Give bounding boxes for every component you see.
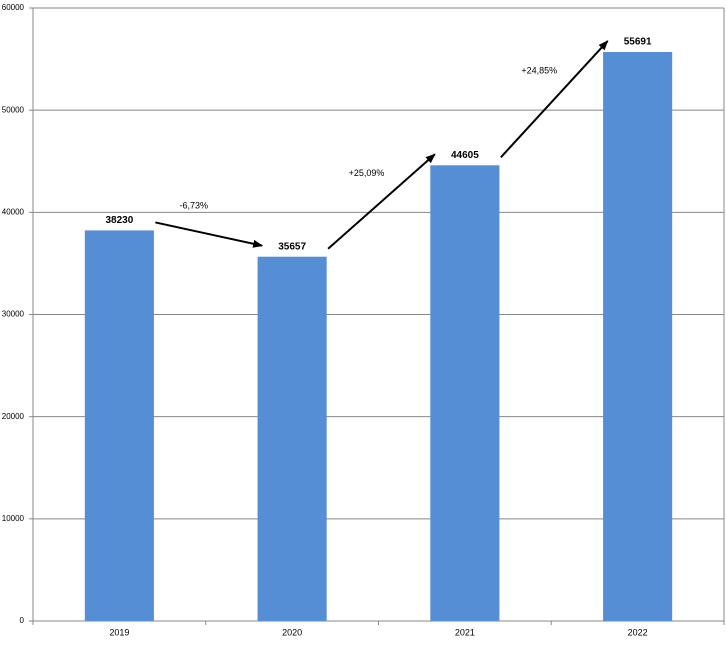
value-label: 44605: [451, 150, 479, 161]
x-tick-label: 2019: [109, 627, 129, 637]
bar: [257, 256, 327, 621]
y-tick-label: 10000: [2, 514, 25, 523]
value-label: 55691: [624, 37, 652, 48]
bar: [430, 165, 500, 621]
change-arrow: [327, 153, 436, 250]
y-tick-label: 0: [20, 616, 25, 625]
x-tick-label: 2021: [455, 627, 475, 637]
y-tick-label: 20000: [2, 412, 25, 421]
y-tick-label: 30000: [2, 310, 25, 319]
bar: [84, 230, 154, 621]
y-tick-label: 40000: [2, 207, 25, 216]
change-annotation: +25,09%: [349, 168, 385, 178]
change-arrow: [155, 221, 264, 248]
change-arrow: [500, 40, 609, 158]
value-label: 38230: [105, 215, 133, 226]
y-tick-label: 50000: [2, 105, 25, 114]
change-annotation: -6,73%: [179, 200, 208, 210]
change-annotation: +24,85%: [521, 66, 557, 76]
x-tick-label: 2022: [628, 627, 648, 637]
x-tick-label: 2020: [282, 627, 302, 637]
value-label: 35657: [278, 241, 306, 252]
bar: [603, 52, 673, 621]
y-tick-label: 60000: [2, 3, 25, 12]
